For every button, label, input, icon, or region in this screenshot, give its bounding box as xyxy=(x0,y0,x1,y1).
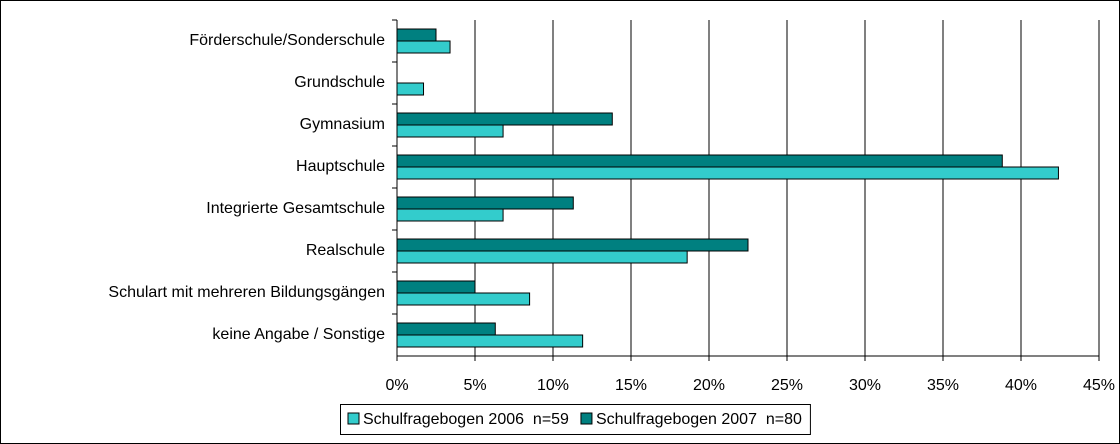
bar xyxy=(396,196,574,210)
x-tick-label: 45% xyxy=(1083,377,1115,394)
legend-box xyxy=(340,404,811,435)
x-tick-label: 15% xyxy=(615,377,647,394)
bar xyxy=(396,166,1059,180)
y-tick-label: Schulart mit mehreren Bildungsgängen xyxy=(108,284,385,301)
bar xyxy=(396,208,504,222)
y-tick-label: Hauptschule xyxy=(296,158,385,175)
x-tick-label: 20% xyxy=(693,377,725,394)
bar xyxy=(396,124,504,138)
bar xyxy=(396,28,437,42)
legend-swatch xyxy=(347,412,360,425)
bar xyxy=(396,238,749,252)
y-tick-label: keine Angabe / Sonstige xyxy=(212,326,385,343)
bar xyxy=(396,322,496,336)
bar xyxy=(396,112,613,126)
x-tick-label: 40% xyxy=(1005,377,1037,394)
x-tick-label: 0% xyxy=(385,377,408,394)
x-tick-label: 30% xyxy=(849,377,881,394)
x-tick-label: 10% xyxy=(537,377,569,394)
x-tick-label: 5% xyxy=(463,377,486,394)
y-tick-label: Förderschule/Sonderschule xyxy=(189,32,385,49)
y-tick-label: Gymnasium xyxy=(300,116,385,133)
bar xyxy=(396,40,451,54)
bar xyxy=(396,154,1003,168)
y-tick-label: Integrierte Gesamtschule xyxy=(206,200,385,217)
bar xyxy=(396,334,584,348)
bar xyxy=(396,82,425,96)
y-tick-label: Grundschule xyxy=(294,74,385,91)
x-tick-label: 25% xyxy=(771,377,803,394)
y-tick-label: Realschule xyxy=(306,242,385,259)
legend-label: Schulfragebogen 2007 n=80 xyxy=(596,411,802,428)
x-tick-label: 35% xyxy=(927,377,959,394)
legend-label: Schulfragebogen 2006 n=59 xyxy=(363,411,569,428)
bar xyxy=(396,280,476,294)
legend-swatch xyxy=(580,412,593,425)
bar xyxy=(396,250,688,264)
bar xyxy=(396,292,531,306)
